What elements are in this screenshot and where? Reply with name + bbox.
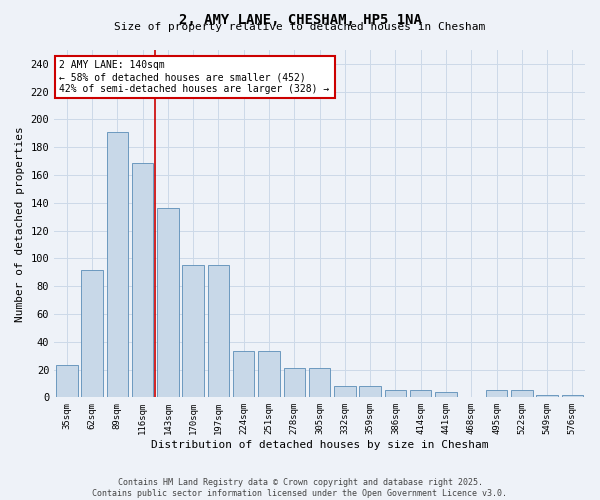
Bar [486, 390, 507, 398]
Bar [334, 386, 356, 398]
Bar [107, 132, 128, 398]
Bar [511, 390, 533, 398]
Bar [233, 352, 254, 398]
Bar [435, 392, 457, 398]
Bar [410, 390, 431, 398]
Bar [359, 386, 381, 398]
Bar [385, 390, 406, 398]
Bar [157, 208, 179, 398]
Bar [182, 266, 204, 398]
Bar [562, 394, 583, 398]
Bar [82, 270, 103, 398]
Y-axis label: Number of detached properties: Number of detached properties [15, 126, 25, 322]
Bar [536, 394, 558, 398]
Bar [56, 366, 77, 398]
Text: Contains HM Land Registry data © Crown copyright and database right 2025.
Contai: Contains HM Land Registry data © Crown c… [92, 478, 508, 498]
Text: 2 AMY LANE: 140sqm
← 58% of detached houses are smaller (452)
42% of semi-detach: 2 AMY LANE: 140sqm ← 58% of detached hou… [59, 60, 330, 94]
Bar [258, 352, 280, 398]
Bar [309, 368, 331, 398]
Bar [132, 162, 154, 398]
X-axis label: Distribution of detached houses by size in Chesham: Distribution of detached houses by size … [151, 440, 488, 450]
Bar [284, 368, 305, 398]
Text: Size of property relative to detached houses in Chesham: Size of property relative to detached ho… [115, 22, 485, 32]
Text: 2, AMY LANE, CHESHAM, HP5 1NA: 2, AMY LANE, CHESHAM, HP5 1NA [179, 12, 421, 26]
Bar [208, 266, 229, 398]
